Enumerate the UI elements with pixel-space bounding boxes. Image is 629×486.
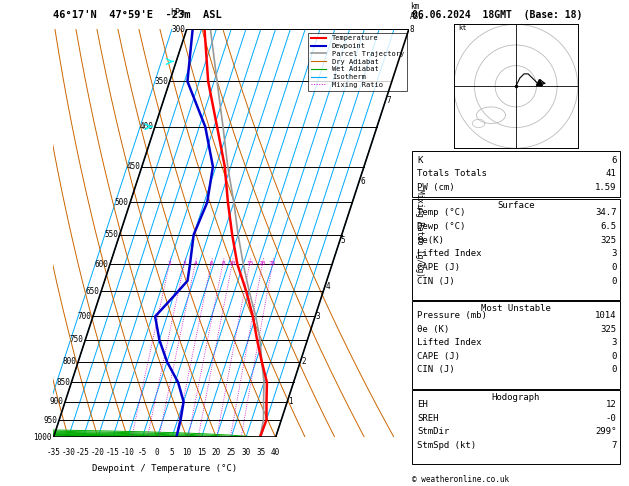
Text: 700: 700 — [77, 312, 91, 321]
Text: CAPE (J): CAPE (J) — [417, 352, 460, 361]
Text: 0: 0 — [611, 352, 616, 361]
Text: kt: kt — [458, 25, 467, 32]
Text: 41: 41 — [606, 169, 616, 178]
Text: SREH: SREH — [417, 414, 438, 423]
Text: 20: 20 — [259, 260, 266, 265]
Text: θe(K): θe(K) — [417, 236, 444, 245]
Text: 20: 20 — [212, 448, 221, 457]
Text: 900: 900 — [50, 397, 64, 406]
Text: 12: 12 — [606, 400, 616, 409]
Text: 10: 10 — [228, 260, 236, 265]
Text: -25: -25 — [76, 448, 90, 457]
Text: -30: -30 — [62, 448, 75, 457]
Text: 0: 0 — [611, 263, 616, 272]
Text: Most Unstable: Most Unstable — [481, 304, 551, 313]
Text: 0: 0 — [611, 277, 616, 286]
Text: 1014: 1014 — [595, 311, 616, 320]
Text: 3: 3 — [316, 312, 321, 321]
Text: -20: -20 — [91, 448, 105, 457]
Text: 30: 30 — [242, 448, 250, 457]
Text: 25: 25 — [226, 448, 236, 457]
Text: 7: 7 — [387, 96, 391, 105]
Text: CIN (J): CIN (J) — [417, 365, 455, 375]
Text: 6: 6 — [611, 156, 616, 165]
Text: 500: 500 — [115, 198, 129, 207]
Text: Dewp (°C): Dewp (°C) — [417, 222, 465, 231]
Text: 7: 7 — [611, 441, 616, 450]
Text: 6.5: 6.5 — [600, 222, 616, 231]
Text: StmSpd (kt): StmSpd (kt) — [417, 441, 476, 450]
Text: -35: -35 — [47, 448, 60, 457]
Text: 6: 6 — [360, 177, 365, 186]
Text: 06.06.2024  18GMT  (Base: 18): 06.06.2024 18GMT (Base: 18) — [412, 10, 582, 20]
Text: 25: 25 — [269, 260, 277, 265]
Text: hPa: hPa — [170, 8, 186, 17]
Text: 35: 35 — [256, 448, 265, 457]
Legend: Temperature, Dewpoint, Parcel Trajectory, Dry Adiabat, Wet Adiabat, Isotherm, Mi: Temperature, Dewpoint, Parcel Trajectory… — [308, 33, 407, 90]
Text: 550: 550 — [104, 230, 118, 239]
Text: Lifted Index: Lifted Index — [417, 338, 482, 347]
Text: 15: 15 — [197, 448, 206, 457]
Text: 800: 800 — [63, 357, 77, 366]
Text: Surface: Surface — [497, 201, 535, 210]
Text: 5: 5 — [170, 448, 174, 457]
Text: 3: 3 — [611, 338, 616, 347]
Text: 3: 3 — [611, 249, 616, 259]
Text: km
ASL: km ASL — [410, 1, 424, 21]
Text: Totals Totals: Totals Totals — [417, 169, 487, 178]
Text: 15: 15 — [246, 260, 253, 265]
Text: CIN (J): CIN (J) — [417, 277, 455, 286]
Text: Mixing Ratio (g/kg): Mixing Ratio (g/kg) — [415, 190, 424, 277]
Text: -0: -0 — [606, 414, 616, 423]
Text: -15: -15 — [106, 448, 120, 457]
Text: Temp (°C): Temp (°C) — [417, 208, 465, 218]
Text: 750: 750 — [70, 335, 84, 345]
Text: 950: 950 — [44, 416, 58, 424]
Text: 8: 8 — [221, 260, 225, 265]
Text: 46°17'N  47°59'E  -23m  ASL: 46°17'N 47°59'E -23m ASL — [53, 10, 222, 20]
Text: 4: 4 — [194, 260, 198, 265]
Text: 6: 6 — [209, 260, 213, 265]
Text: 400: 400 — [140, 122, 153, 131]
Text: 1.59: 1.59 — [595, 183, 616, 192]
Text: 5: 5 — [341, 236, 345, 245]
Text: Pressure (mb): Pressure (mb) — [417, 311, 487, 320]
Text: 10: 10 — [182, 448, 191, 457]
Text: 40: 40 — [271, 448, 280, 457]
Text: -10: -10 — [121, 448, 135, 457]
Text: 2: 2 — [168, 260, 172, 265]
Text: 325: 325 — [600, 236, 616, 245]
Text: CAPE (J): CAPE (J) — [417, 263, 460, 272]
Text: θe (K): θe (K) — [417, 325, 449, 334]
Text: © weatheronline.co.uk: © weatheronline.co.uk — [412, 474, 509, 484]
Text: 600: 600 — [94, 260, 109, 269]
Text: 1000: 1000 — [33, 433, 52, 442]
Text: EH: EH — [417, 400, 428, 409]
Text: StmDir: StmDir — [417, 427, 449, 436]
Text: K: K — [417, 156, 423, 165]
Text: 850: 850 — [56, 378, 70, 387]
Text: -5: -5 — [138, 448, 147, 457]
Text: 4: 4 — [326, 281, 330, 291]
Text: 8: 8 — [409, 25, 415, 34]
Text: Hodograph: Hodograph — [492, 393, 540, 402]
Text: 2: 2 — [301, 357, 306, 366]
Text: 325: 325 — [600, 325, 616, 334]
Text: 1: 1 — [288, 397, 292, 406]
Text: 0: 0 — [611, 365, 616, 375]
Text: 34.7: 34.7 — [595, 208, 616, 218]
Text: 350: 350 — [154, 77, 168, 86]
Text: 3: 3 — [182, 260, 186, 265]
Text: 450: 450 — [126, 162, 140, 171]
Text: 0: 0 — [155, 448, 159, 457]
Text: Lifted Index: Lifted Index — [417, 249, 482, 259]
Text: 299°: 299° — [595, 427, 616, 436]
Text: PW (cm): PW (cm) — [417, 183, 455, 192]
Text: 300: 300 — [171, 25, 186, 34]
Text: 650: 650 — [86, 287, 99, 296]
Text: Dewpoint / Temperature (°C): Dewpoint / Temperature (°C) — [92, 464, 237, 473]
